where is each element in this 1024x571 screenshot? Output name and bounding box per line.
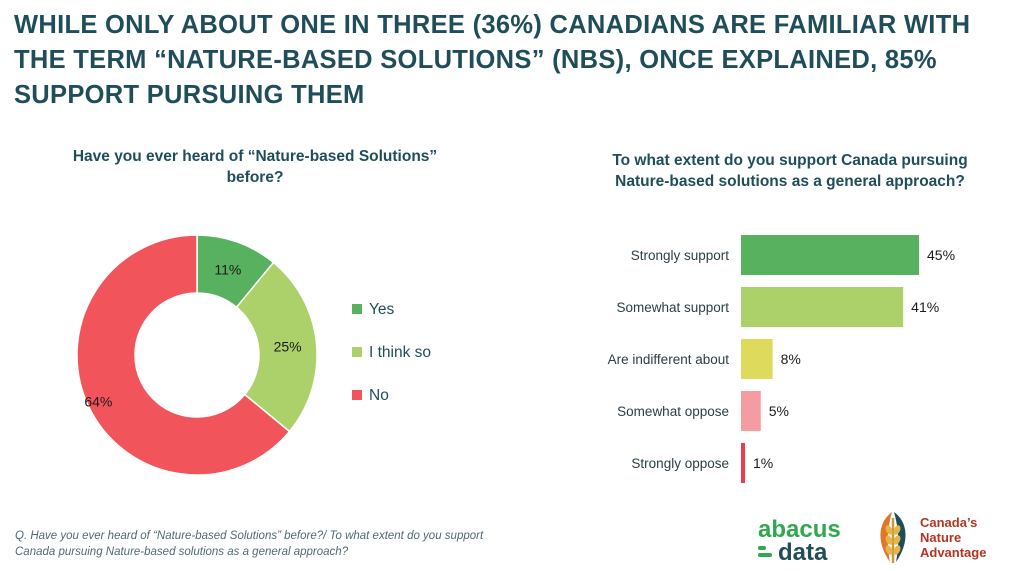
data-logo-word: data bbox=[778, 539, 828, 565]
legend-swatch bbox=[352, 347, 362, 357]
bar bbox=[741, 339, 773, 379]
bar-category-label: Are indifferent about bbox=[608, 352, 730, 367]
donut-question-line: before? bbox=[226, 169, 284, 186]
abacus-data-logo: abacus data bbox=[758, 516, 841, 565]
abacus-logo-word: abacus bbox=[758, 516, 841, 543]
bar-category-label: Strongly support bbox=[631, 248, 730, 263]
wheat-grain-icon bbox=[893, 525, 901, 535]
title-line: the term “Nature-based Solutions” (NBS),… bbox=[14, 46, 937, 74]
bar-question-line: To what extent do you support Canada pur… bbox=[612, 152, 968, 169]
abacus-logo-dash bbox=[758, 553, 772, 557]
donut-slice bbox=[235, 261, 318, 433]
cna-line: Canada’s bbox=[920, 515, 978, 530]
wheat-grain-icon bbox=[885, 535, 893, 545]
bar-question-line: Nature-based solutions as a general appr… bbox=[615, 173, 965, 190]
footnote-line: Q. Have you ever heard of “Nature-based … bbox=[15, 530, 484, 542]
abacus-logo-dot bbox=[758, 546, 766, 550]
bar bbox=[741, 235, 919, 275]
bar bbox=[741, 391, 761, 431]
bar-data-label: 1% bbox=[753, 455, 773, 471]
bar-category-label: Somewhat oppose bbox=[617, 404, 729, 419]
donut-data-label: 64% bbox=[84, 393, 112, 409]
legend-label: Yes bbox=[369, 301, 395, 318]
bar bbox=[741, 287, 904, 327]
canadas-nature-advantage-wordmark: Canada’s Nature Advantage bbox=[920, 515, 986, 560]
wheat-grain-icon bbox=[893, 535, 901, 545]
legend-label: I think so bbox=[369, 344, 431, 361]
legend-swatch bbox=[352, 304, 362, 314]
donut-data-label: 11% bbox=[214, 261, 241, 277]
bar-question: To what extent do you support Canada pur… bbox=[560, 150, 1020, 192]
title-line: support pursuing them bbox=[14, 81, 365, 109]
bar-data-label: 8% bbox=[781, 351, 801, 367]
bar-category-label: Somewhat support bbox=[616, 300, 729, 315]
bar-data-label: 41% bbox=[911, 299, 939, 315]
cna-line: Advantage bbox=[920, 545, 987, 560]
wheat-grain-icon bbox=[893, 545, 901, 555]
page-title: While only about one in three (36%) Cana… bbox=[14, 8, 1004, 113]
bar-category-label: Strongly oppose bbox=[631, 456, 729, 471]
wheat-grain-icon bbox=[885, 545, 893, 555]
wheat-grain-icon bbox=[885, 525, 893, 535]
bar-data-label: 45% bbox=[927, 247, 955, 263]
footnote-line: Canada pursuing Nature-based solutions a… bbox=[15, 546, 349, 558]
donut-question: Have you ever heard of “Nature-based Sol… bbox=[40, 146, 470, 188]
title-line: While only about one in three (36%) Cana… bbox=[14, 11, 971, 39]
bar-data-label: 5% bbox=[769, 403, 789, 419]
bar bbox=[741, 443, 745, 483]
footnote: Q. Have you ever heard of “Nature-based … bbox=[15, 528, 655, 560]
legend-label: No bbox=[369, 387, 389, 404]
canadas-nature-advantage-logo-mark bbox=[880, 512, 906, 563]
donut-question-line: Have you ever heard of “Nature-based Sol… bbox=[72, 148, 438, 165]
legend-swatch bbox=[352, 390, 362, 400]
donut-data-label: 25% bbox=[274, 338, 302, 354]
cna-line: Nature bbox=[920, 530, 962, 545]
donut-slice bbox=[76, 234, 291, 476]
